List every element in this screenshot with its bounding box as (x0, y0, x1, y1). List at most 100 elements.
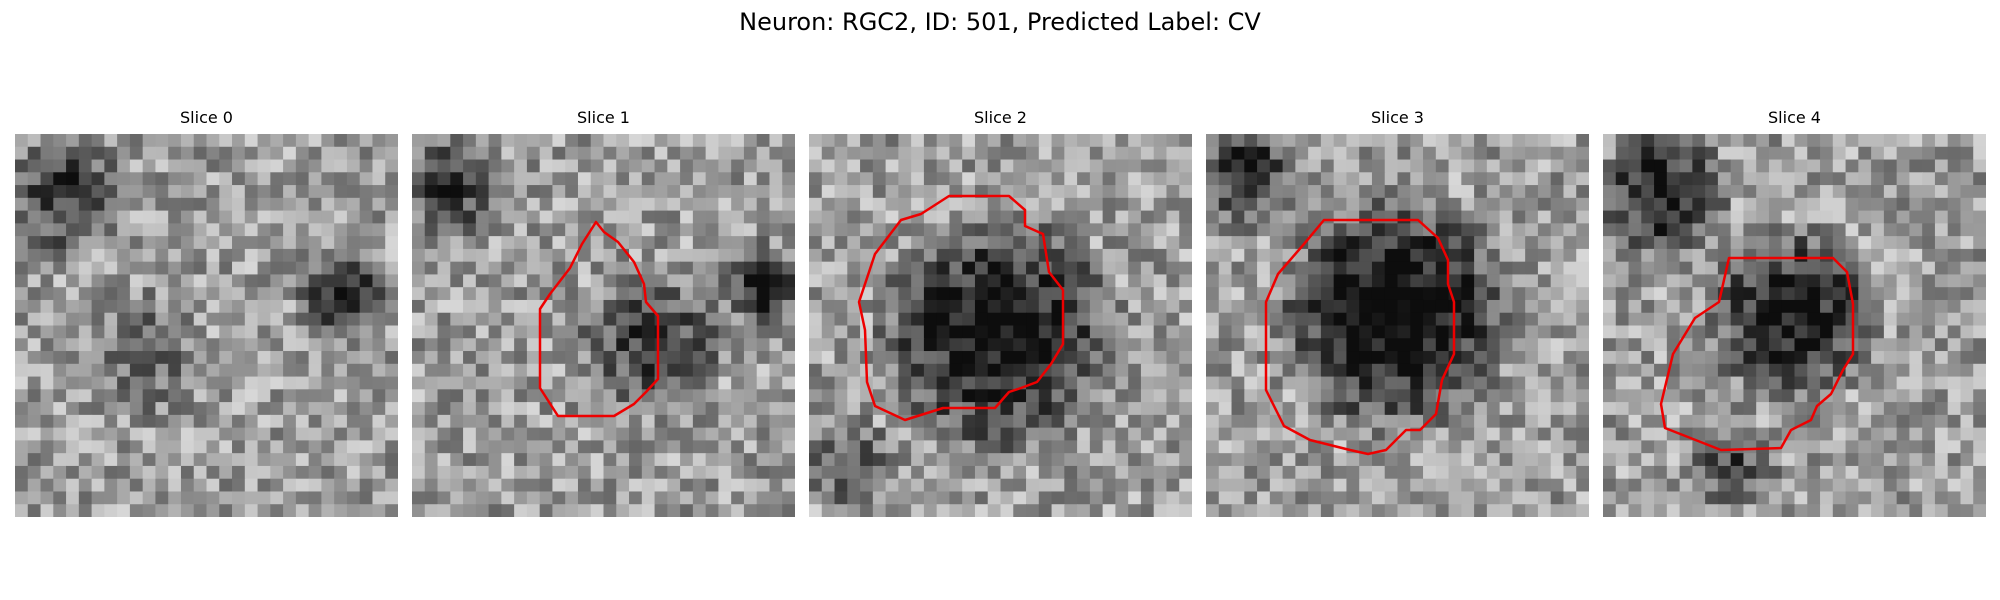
image-pixel (1705, 351, 1719, 365)
image-pixel (1269, 504, 1284, 517)
image-pixel (1435, 325, 1450, 339)
image-pixel (1102, 159, 1116, 173)
image-pixel (1960, 146, 1974, 161)
image-pixel (1218, 427, 1233, 441)
image-pixel (1628, 210, 1642, 224)
image-pixel (117, 504, 131, 517)
image-pixel (514, 210, 528, 224)
image-pixel (1077, 338, 1091, 352)
image-pixel (1883, 185, 1898, 199)
image-pixel (1883, 312, 1898, 327)
image-pixel (705, 312, 719, 327)
image-pixel (860, 453, 874, 467)
image-pixel (1679, 504, 1693, 517)
image-pixel (1179, 325, 1192, 339)
image-pixel (412, 504, 426, 517)
image-pixel (1832, 210, 1847, 224)
image-pixel (949, 325, 963, 339)
image-pixel (1934, 299, 1949, 314)
image-pixel (346, 376, 361, 390)
image-pixel (1654, 197, 1668, 212)
image-pixel (385, 185, 398, 199)
image-pixel (1871, 351, 1885, 365)
image-pixel (1871, 146, 1885, 161)
image-pixel (1128, 325, 1142, 339)
image-pixel (1781, 236, 1796, 250)
image-pixel (66, 312, 80, 327)
image-pixel (219, 134, 233, 148)
image-pixel (667, 363, 681, 378)
image-pixel (565, 491, 579, 505)
image-pixel (847, 299, 861, 314)
image-pixel (1102, 210, 1116, 224)
image-pixel (359, 478, 374, 493)
image-pixel (1077, 325, 1091, 339)
image-pixel (1384, 146, 1399, 161)
image-pixel (1922, 478, 1936, 493)
image-pixel (1743, 376, 1757, 390)
image-pixel (450, 376, 464, 390)
image-pixel (78, 427, 93, 441)
image-pixel (1231, 414, 1245, 429)
image-pixel (718, 325, 732, 339)
image-pixel (295, 261, 310, 276)
image-pixel (501, 172, 515, 186)
image-pixel (308, 197, 322, 212)
image-pixel (1423, 402, 1437, 416)
image-pixel (1603, 197, 1617, 212)
image-pixel (450, 210, 464, 224)
image-pixel (1641, 185, 1655, 199)
image-pixel (475, 172, 490, 186)
image-pixel (1934, 210, 1949, 224)
image-pixel (1896, 197, 1910, 212)
image-pixel (1832, 414, 1847, 429)
image-pixel (821, 172, 836, 186)
image-pixel (104, 363, 118, 378)
image-pixel (1140, 453, 1155, 467)
image-pixel (692, 376, 707, 390)
image-pixel (756, 172, 771, 186)
image-pixel (129, 134, 144, 148)
image-pixel (1807, 146, 1821, 161)
image-pixel (1102, 197, 1116, 212)
image-pixel (552, 504, 566, 517)
image-pixel (334, 134, 348, 148)
image-pixel (1922, 389, 1936, 403)
image-pixel (692, 172, 707, 186)
image-pixel (1206, 427, 1220, 441)
image-pixel (616, 440, 630, 454)
image-pixel (372, 427, 386, 441)
image-pixel (91, 338, 105, 352)
image-pixel (1140, 325, 1155, 339)
image-pixel (206, 504, 220, 517)
image-pixel (718, 376, 732, 390)
image-pixel (1384, 351, 1399, 365)
image-pixel (359, 465, 374, 480)
image-pixel (1756, 351, 1770, 365)
image-pixel (898, 440, 912, 454)
image-pixel (1781, 376, 1796, 390)
image-pixel (232, 351, 246, 365)
image-pixel (463, 299, 477, 314)
image-pixel (295, 453, 310, 467)
image-pixel (78, 363, 93, 378)
image-pixel (1244, 453, 1258, 467)
image-pixel (40, 172, 54, 186)
image-pixel (949, 287, 963, 301)
image-pixel (1013, 248, 1027, 263)
image-pixel (782, 376, 795, 390)
image-pixel (629, 376, 643, 390)
image-pixel (603, 261, 617, 276)
image-pixel (1922, 197, 1936, 212)
image-pixel (743, 491, 758, 505)
image-pixel (1717, 453, 1732, 467)
image-pixel (1089, 185, 1104, 199)
image-pixel (53, 236, 67, 250)
image-pixel (463, 389, 477, 403)
image-pixel (1397, 159, 1411, 173)
image-pixel (244, 453, 259, 467)
image-pixel (1359, 236, 1373, 250)
image-pixel (1768, 159, 1783, 173)
image-pixel (1820, 248, 1834, 263)
image-pixel (1845, 427, 1859, 441)
